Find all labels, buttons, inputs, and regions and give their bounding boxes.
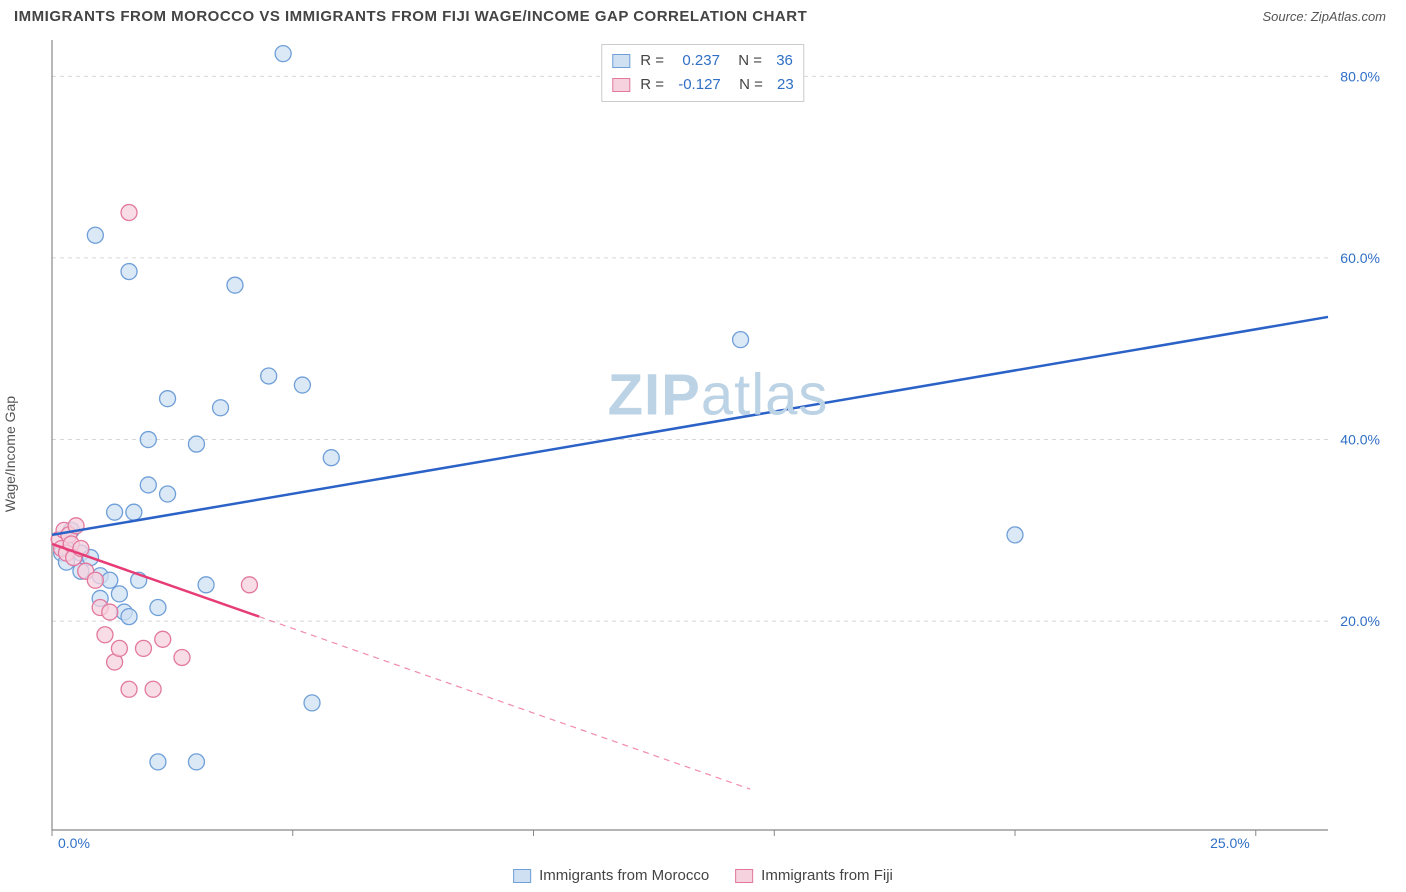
swatch-icon xyxy=(612,54,630,68)
svg-text:80.0%: 80.0% xyxy=(1340,68,1380,84)
svg-text:25.0%: 25.0% xyxy=(1210,835,1250,850)
stats-row-morocco: R = 0.237 N = 36 xyxy=(612,49,793,73)
legend-item-morocco: Immigrants from Morocco xyxy=(513,867,709,884)
n-value: 36 xyxy=(776,49,793,73)
n-label: N = xyxy=(730,49,766,73)
scatter-plot: 20.0% 40.0% 60.0% 80.0% 0.0% 25.0% xyxy=(48,38,1388,850)
legend-item-fiji: Immigrants from Fiji xyxy=(735,867,893,884)
swatch-icon xyxy=(735,869,753,883)
svg-text:0.0%: 0.0% xyxy=(58,835,90,850)
stats-legend: R = 0.237 N = 36 R = -0.127 N = 23 xyxy=(601,44,804,102)
svg-text:20.0%: 20.0% xyxy=(1340,613,1380,629)
legend-label: Immigrants from Morocco xyxy=(539,867,709,884)
r-value: -0.127 xyxy=(678,73,721,97)
y-axis-label: Wage/Income Gap xyxy=(2,396,18,512)
r-label: R = xyxy=(640,73,668,97)
swatch-icon xyxy=(513,869,531,883)
chart-area: 20.0%40.0%60.0%80.0%0.0%25.0% ZIPatlas xyxy=(48,38,1388,850)
r-value: 0.237 xyxy=(682,49,720,73)
series-legend: Immigrants from Morocco Immigrants from … xyxy=(513,867,893,884)
n-label: N = xyxy=(731,73,767,97)
stats-row-fiji: R = -0.127 N = 23 xyxy=(612,73,793,97)
r-label: R = xyxy=(640,49,672,73)
legend-label: Immigrants from Fiji xyxy=(761,867,893,884)
swatch-icon xyxy=(612,78,630,92)
svg-text:40.0%: 40.0% xyxy=(1340,432,1380,448)
n-value: 23 xyxy=(777,73,794,97)
chart-title: IMMIGRANTS FROM MOROCCO VS IMMIGRANTS FR… xyxy=(14,8,807,25)
svg-text:60.0%: 60.0% xyxy=(1340,250,1380,266)
source-label: Source: ZipAtlas.com xyxy=(1262,9,1386,24)
